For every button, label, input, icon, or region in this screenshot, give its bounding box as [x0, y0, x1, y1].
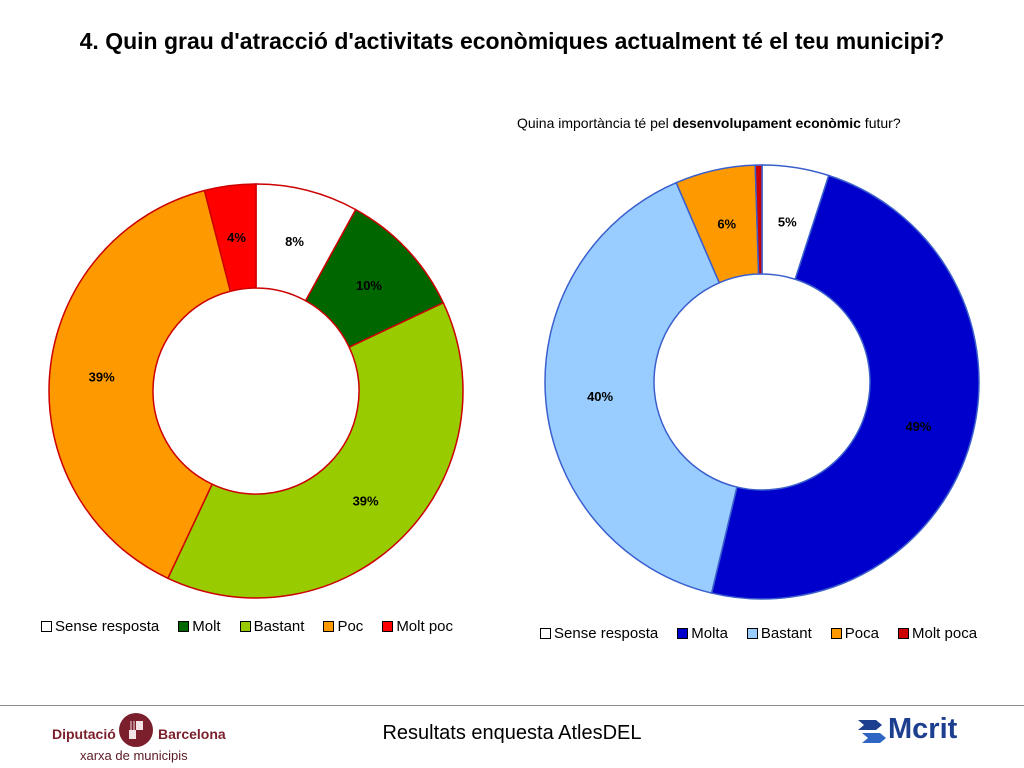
- footer-divider: [0, 705, 1024, 706]
- right-chart-legend: Sense resposta Molta Bastant Poca Molt p…: [540, 625, 977, 642]
- legend-label: Molt: [192, 618, 221, 635]
- data-label-molta: 49%: [905, 419, 931, 434]
- legend-label: Poc: [337, 618, 364, 635]
- slice-bastant: [544, 181, 738, 594]
- legend-label: Bastant: [760, 625, 812, 642]
- legend-swatch: [830, 628, 842, 639]
- right-chart-subtitle: Quina importància té pel desenvolupament…: [517, 115, 901, 131]
- data-label-sense-resposta: 5%: [778, 214, 797, 229]
- legend-label: Poca: [844, 625, 879, 642]
- subtitle-suffix: futur?: [860, 115, 901, 131]
- legend-item-molta: Molta: [677, 625, 728, 642]
- slice-molt-poca: [754, 164, 763, 275]
- legend-swatch: [178, 621, 190, 632]
- diputacio-barcelona-logo: Diputació Barcelona xarxa de municipis: [50, 708, 230, 766]
- slice-poc: [48, 189, 232, 580]
- left-donut-chart: 8% 10% 39% 39% 4%: [48, 183, 464, 599]
- slide-title: 4. Quin grau d'atracció d'activitats eco…: [79, 28, 945, 54]
- legend-swatch: [41, 621, 52, 632]
- legend-item-bastant: Bastant: [239, 618, 305, 635]
- legend-swatch: [898, 628, 909, 639]
- subtitle-prefix: Quina importància té pel: [517, 115, 673, 131]
- data-label-molt: 10%: [356, 278, 382, 293]
- legend-swatch: [239, 621, 251, 632]
- diputacio-crest-icon: [119, 713, 153, 747]
- slice-molt-poc: [203, 183, 257, 293]
- legend-swatch: [382, 621, 394, 632]
- slice-molta: [710, 174, 980, 600]
- legend-item-poca: Poca: [830, 625, 879, 642]
- logo-word-diputacio: Diputació: [52, 726, 116, 742]
- legend-item-sense-resposta: Sense resposta: [41, 618, 159, 635]
- data-label-poc: 39%: [89, 369, 115, 384]
- legend-label: Molt poc: [396, 618, 454, 635]
- logo-subtitle: xarxa de municipis: [80, 748, 188, 763]
- legend-label: Molt poca: [912, 625, 978, 642]
- subtitle-bold: desenvolupament econòmic: [672, 115, 861, 131]
- legend-swatch: [677, 628, 689, 639]
- right-donut-chart: 5% 49% 40% 6%: [544, 164, 980, 600]
- mcrit-logo: Mcrit: [858, 712, 978, 752]
- legend-item-molt-poc: Molt poc: [382, 618, 453, 635]
- legend-label: Sense resposta: [55, 618, 160, 635]
- legend-swatch: [540, 628, 551, 639]
- data-label-bastant: 39%: [353, 494, 379, 509]
- legend-item-sense-resposta: Sense resposta: [540, 625, 658, 642]
- data-label-bastant: 40%: [587, 389, 613, 404]
- legend-item-bastant: Bastant: [746, 625, 812, 642]
- legend-swatch: [746, 628, 758, 639]
- legend-label: Bastant: [253, 618, 305, 635]
- legend-item-molt: Molt: [178, 618, 221, 635]
- data-label-molt-poc: 4%: [227, 230, 246, 245]
- data-label-sense-resposta: 8%: [285, 234, 304, 249]
- slice-bastant: [166, 301, 464, 599]
- mcrit-arrows-icon: [858, 720, 886, 743]
- data-label-poca: 6%: [717, 216, 736, 231]
- legend-item-molt-poca: Molt poca: [898, 625, 977, 642]
- legend-label: Sense resposta: [554, 625, 659, 642]
- logo-word-barcelona: Barcelona: [158, 726, 226, 742]
- mcrit-wordmark: Mcrit: [888, 713, 958, 745]
- left-chart-legend: Sense resposta Molt Bastant Poc Molt poc: [41, 618, 453, 635]
- legend-item-poc: Poc: [323, 618, 363, 635]
- legend-label: Molta: [691, 625, 728, 642]
- footer-caption: Resultats enquesta AtlesDEL: [382, 722, 642, 744]
- legend-swatch: [323, 621, 335, 632]
- donut-charts: 8% 10% 39% 39% 4% 5% 49% 40% 6%: [48, 164, 980, 600]
